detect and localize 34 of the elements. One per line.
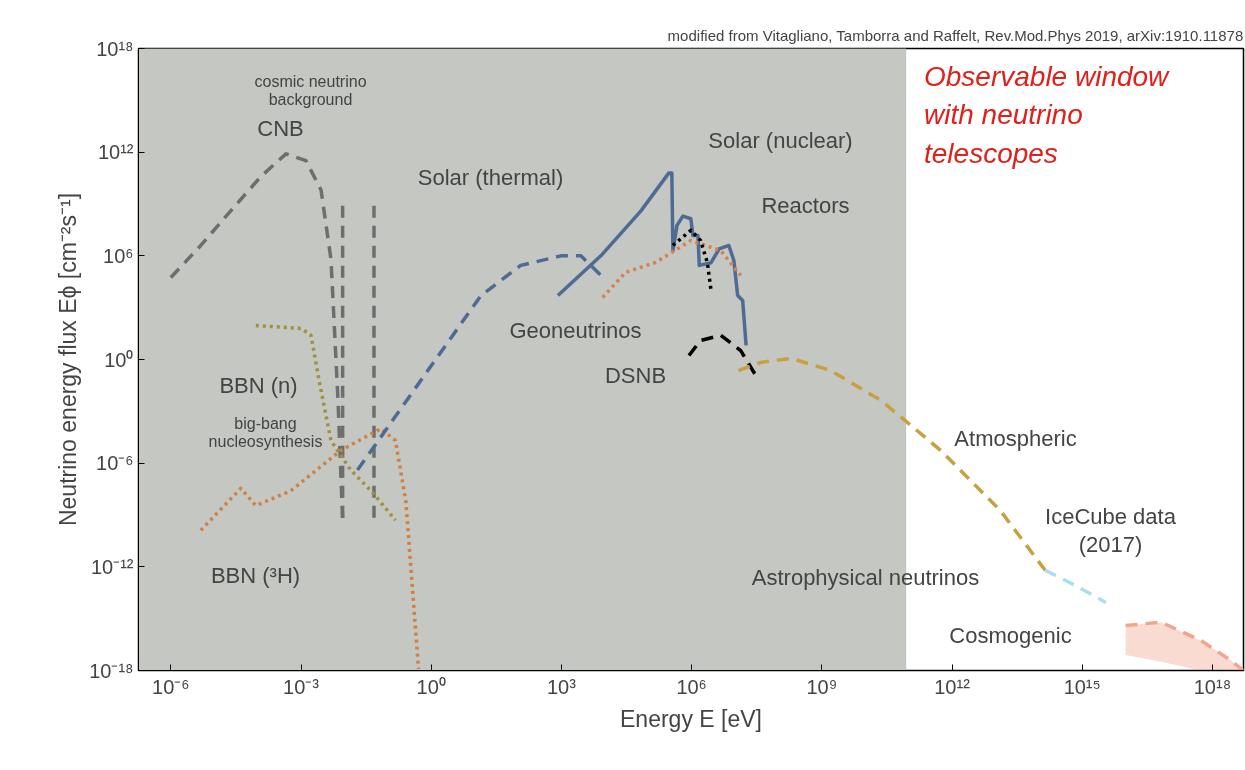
band-label: Observable window with neutrino telescopes <box>924 60 1171 169</box>
annotation: Geoneutrinos <box>509 318 642 343</box>
annotation: Reactors <box>761 193 850 218</box>
annotation: Solar (thermal) <box>417 165 564 190</box>
y-tick-label: 10⁰ <box>104 348 134 371</box>
y-tick-label: 10⁻⁶ <box>96 452 134 475</box>
annotation: CNB <box>257 116 304 141</box>
y-tick-label: 10⁶ <box>103 244 134 267</box>
x-tick-label: 10⁰ <box>416 675 446 698</box>
x-tick-label: 10¹⁸ <box>1193 675 1232 698</box>
annotation: BBN (n) <box>219 373 298 398</box>
y-axis-title: Neutrino energy flux Eϕ [cm⁻²s⁻¹] <box>55 192 82 527</box>
x-tick-label: 10¹⁵ <box>1063 675 1101 698</box>
annotation: Atmospheric <box>954 426 1077 451</box>
annotation: Astrophysical neutrinos <box>751 565 980 590</box>
x-tick-label: 10⁹ <box>806 675 838 698</box>
x-tick-label: 10⁶ <box>676 675 707 698</box>
y-tick-label: 10⁻¹² <box>90 555 134 578</box>
annotation: Solar (nuclear) <box>708 128 853 153</box>
x-axis-title: Energy E [eV] <box>620 705 762 732</box>
x-tick-label: 10⁻³ <box>283 675 320 698</box>
y-tick-label: 10¹² <box>97 141 134 164</box>
annotation: big-bang nucleosynthesis <box>208 414 323 451</box>
text: modified from Vitagliano, Tamborra and Raffelt, Rev.Mod.Phys 2019, arXiv:1910.11878 <box>667 26 1244 44</box>
annotation: BBN (³H) <box>210 563 301 588</box>
x-tick-label: 10⁻⁶ <box>152 675 190 698</box>
annotation: cosmic neutrino background <box>254 72 367 109</box>
annotation: Cosmogenic <box>949 623 1072 648</box>
x-tick-label: 10³ <box>546 675 577 698</box>
annotation: DSNB <box>604 363 667 388</box>
x-tick-label: 10¹² <box>934 675 971 698</box>
annotation: IceCube data (2017) <box>1045 504 1177 557</box>
y-tick-label: 10¹⁸ <box>96 37 134 60</box>
y-tick-label: 10⁻¹⁸ <box>89 659 134 682</box>
